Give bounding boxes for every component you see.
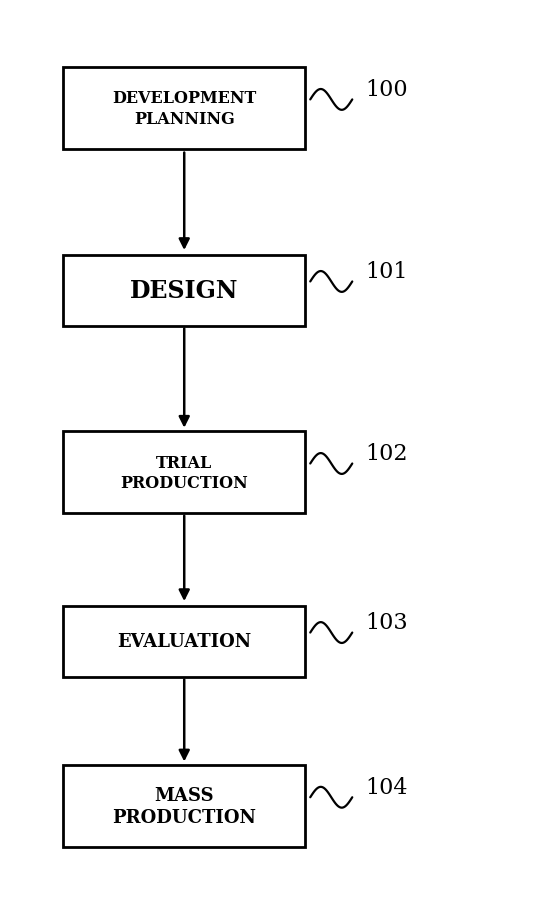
Text: EVALUATION: EVALUATION (117, 632, 252, 650)
Text: DEVELOPMENT
PLANNING: DEVELOPMENT PLANNING (112, 90, 257, 127)
Text: TRIAL
PRODUCTION: TRIAL PRODUCTION (120, 454, 248, 492)
Bar (63, 431, 305, 514)
Bar (63, 606, 305, 677)
Bar (63, 255, 305, 327)
Text: DESIGN: DESIGN (130, 279, 238, 303)
Bar (63, 68, 305, 150)
Text: MASS
PRODUCTION: MASS PRODUCTION (112, 787, 256, 825)
Text: 103: 103 (365, 612, 408, 633)
Text: 100: 100 (365, 78, 408, 101)
Bar (63, 765, 305, 847)
Text: 104: 104 (365, 776, 408, 798)
Text: 101: 101 (365, 261, 408, 282)
Text: 102: 102 (365, 443, 408, 465)
